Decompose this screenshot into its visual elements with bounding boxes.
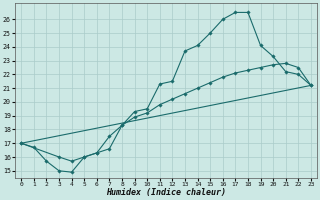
X-axis label: Humidex (Indice chaleur): Humidex (Indice chaleur) [106,188,226,197]
